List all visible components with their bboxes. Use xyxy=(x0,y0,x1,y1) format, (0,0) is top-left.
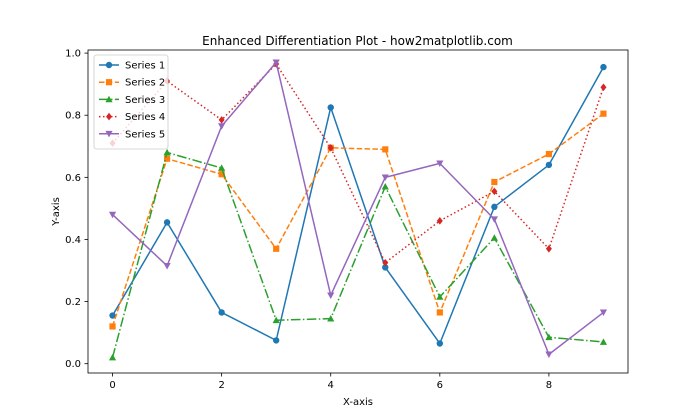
x-tick-label: 0 xyxy=(109,380,115,391)
legend-series-4-label: Series 4 xyxy=(125,112,165,123)
series-2-point xyxy=(491,178,498,186)
series-3-point xyxy=(327,315,335,322)
series-5-point xyxy=(163,262,171,270)
series-4-point xyxy=(382,258,389,267)
series-5-point xyxy=(272,59,280,67)
x-tick-label: 4 xyxy=(328,380,334,391)
series-5-point xyxy=(381,174,389,181)
legend-box xyxy=(93,54,169,150)
chart-title: Enhanced Differentiation Plot - how2matp… xyxy=(202,34,513,48)
series-5-point xyxy=(436,160,444,167)
x-tick-label: 2 xyxy=(218,380,224,391)
x-tick-label: 6 xyxy=(437,380,443,391)
series-3-point xyxy=(163,148,171,156)
series-4-line xyxy=(111,63,605,264)
series-1-point xyxy=(545,161,553,169)
series-2-point xyxy=(218,171,225,178)
series-1-point xyxy=(163,219,171,226)
series-5-point xyxy=(545,351,553,358)
legend-series-5-marker xyxy=(105,130,113,138)
series-5-point xyxy=(327,292,335,299)
series-2-point xyxy=(109,323,116,330)
legend: Series 1 Series 2 Series 3 Series 4 Series 5 xyxy=(93,54,169,150)
series-2-point xyxy=(600,110,607,117)
series-1-line xyxy=(111,66,605,345)
y-tick-label: 0.8 xyxy=(65,111,81,122)
series-5-point xyxy=(218,123,226,130)
series-1-point xyxy=(109,312,116,319)
legend-series-4-marker xyxy=(106,112,112,121)
series-2-line xyxy=(111,113,604,327)
legend-series-3-label: Series 3 xyxy=(125,95,165,106)
series-1-point xyxy=(491,203,498,211)
series-3-point xyxy=(599,338,608,345)
plot-frame xyxy=(87,49,629,374)
series-3-point xyxy=(108,353,117,361)
series-3-point xyxy=(490,234,498,241)
series-5-point xyxy=(108,211,117,219)
series-4-point xyxy=(600,83,607,92)
series-3-point xyxy=(272,316,280,324)
y-tick-label: 0.6 xyxy=(65,173,81,184)
legend-series-2-marker xyxy=(105,79,113,86)
series-5-point xyxy=(599,309,608,317)
series-1-point xyxy=(272,337,280,344)
series-4-point xyxy=(218,116,225,124)
series-3-point xyxy=(436,293,444,300)
series-4-point xyxy=(491,187,498,196)
plot-area xyxy=(108,59,608,361)
y-tick-label: 0.2 xyxy=(65,297,81,308)
series-5-line xyxy=(112,61,604,356)
series-5-point xyxy=(490,216,498,223)
series-3-point xyxy=(381,183,389,190)
y-tick-label: 1.0 xyxy=(65,49,81,60)
legend-series-5-label: Series 5 xyxy=(125,129,165,140)
y-axis-title: Y-axis xyxy=(51,197,62,227)
legend-series-3-marker xyxy=(105,95,113,103)
series-4-point xyxy=(327,144,334,152)
y-tick-label: 0.0 xyxy=(65,359,81,370)
series-1-point xyxy=(436,340,444,347)
series-1-point xyxy=(600,63,607,71)
series-2-point xyxy=(163,155,171,162)
x-tick-label: 8 xyxy=(546,380,552,391)
axes: 0 2 4 6 8 0.0 0.2 0.4 0.6 0.8 1.0 xyxy=(65,49,552,391)
series-2-point xyxy=(382,146,389,153)
y-tick-label: 0.4 xyxy=(65,235,81,246)
series-2-point xyxy=(273,245,280,252)
legend-series-1-label: Series 1 xyxy=(125,61,165,72)
series-4-point xyxy=(545,244,552,253)
series-2-point xyxy=(436,309,443,316)
series-1-point xyxy=(218,309,225,316)
series-1-point xyxy=(327,104,334,111)
legend-series-2-label: Series 2 xyxy=(125,78,165,89)
series-3-point xyxy=(545,333,553,341)
series-2-point xyxy=(545,150,553,158)
series-4-point xyxy=(436,217,443,225)
series-3-point xyxy=(218,164,226,171)
series-1-point xyxy=(382,264,389,271)
x-axis-title: X-axis xyxy=(343,397,373,408)
legend-series-1-marker xyxy=(105,61,113,69)
